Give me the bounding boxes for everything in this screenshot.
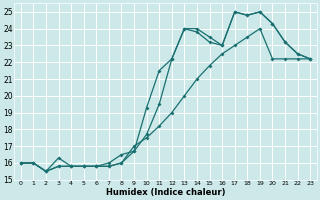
X-axis label: Humidex (Indice chaleur): Humidex (Indice chaleur) <box>106 188 225 197</box>
